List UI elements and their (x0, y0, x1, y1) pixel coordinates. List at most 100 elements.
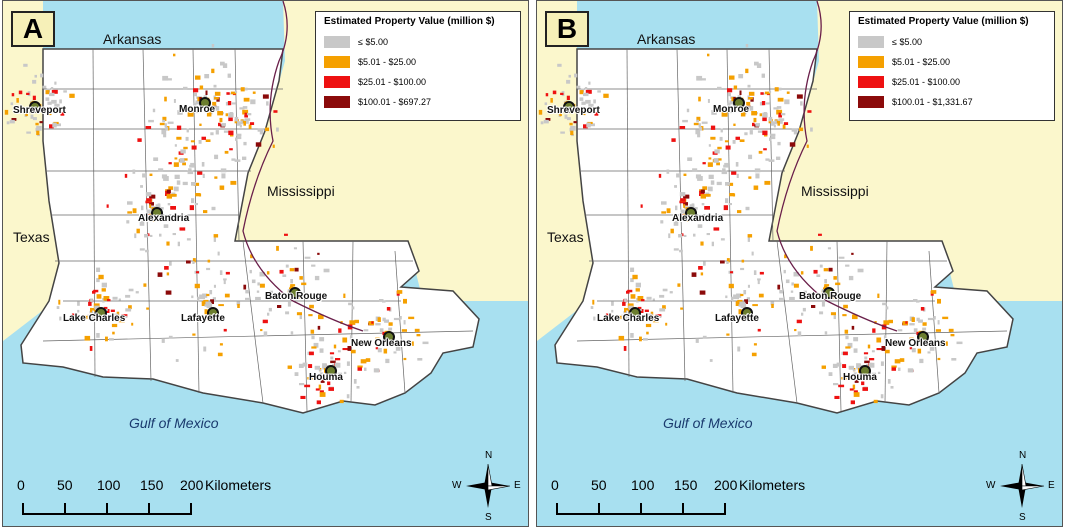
mississippi-river (242, 1, 364, 332)
scale-line (22, 513, 190, 515)
scale-tick-label: 200 (714, 477, 738, 493)
legend-title: Estimated Property Value (million $) (324, 16, 495, 27)
state-label-arkansas: Arkansas (103, 31, 162, 47)
city-label: Shreveport (13, 105, 66, 116)
city-marker (733, 97, 745, 109)
city-label: Alexandria (672, 213, 724, 224)
scale-tick-label: 200 (180, 477, 204, 493)
city-label: Lake Charles (63, 313, 126, 324)
scale-tick-label: 150 (140, 477, 164, 493)
city-marker (289, 287, 301, 299)
scale-tick (190, 503, 192, 515)
legend: Estimated Property Value (million $) ≤ $5… (315, 11, 521, 121)
city-marker (383, 331, 395, 343)
scale-tick (148, 503, 150, 515)
legend-label: $5.01 - $25.00 (892, 57, 951, 67)
state-label-texas: Texas (13, 229, 50, 245)
scale-tick-label: 0 (551, 477, 559, 493)
city-marker (325, 365, 337, 377)
louisiana-outline (20, 48, 480, 414)
compass-n: N (1019, 450, 1027, 461)
compass-w: W (986, 480, 996, 491)
legend-swatch (858, 36, 884, 48)
compass-n: N (485, 450, 493, 461)
scale-tick (556, 503, 558, 515)
legend-label: $100.01 - $697.27 (358, 97, 432, 107)
scale-tick (640, 503, 642, 515)
scale-tick-label: 50 (57, 477, 73, 493)
legend: Estimated Property Value (million $) ≤ $5… (849, 11, 1055, 121)
scale-tick (106, 503, 108, 515)
legend-item: $5.01 - $25.00 (324, 52, 512, 72)
panel-letter: A (11, 11, 55, 47)
compass-e: E (514, 480, 521, 491)
scale-tick (64, 503, 66, 515)
legend-label: ≤ $5.00 (358, 37, 388, 47)
scale-tick (22, 503, 24, 515)
city-marker (685, 207, 697, 219)
city-marker (741, 307, 753, 319)
legend-item: ≤ $5.00 (858, 32, 1046, 52)
compass-s: S (485, 512, 492, 523)
legend-swatch (324, 96, 350, 108)
legend-label: $25.01 - $100.00 (358, 77, 427, 87)
gulf-of-mexico-label: Gulf of Mexico (663, 415, 753, 431)
scale-tick-label: 100 (631, 477, 655, 493)
compass-s: S (1019, 512, 1026, 523)
city-marker (95, 307, 107, 319)
city-label: Alexandria (138, 213, 190, 224)
compass-e: E (1048, 480, 1055, 491)
state-label-texas: Texas (547, 229, 584, 245)
legend-item: $25.01 - $100.00 (324, 72, 512, 92)
city-marker (151, 207, 163, 219)
legend-label: ≤ $5.00 (892, 37, 922, 47)
legend-item: ≤ $5.00 (324, 32, 512, 52)
city-marker (29, 101, 41, 113)
parish-boundaries (576, 48, 1008, 412)
scale-tick-label: 50 (591, 477, 607, 493)
state-label-mississippi: Mississippi (267, 183, 335, 199)
legend-item: $25.01 - $100.00 (858, 72, 1046, 92)
map-panel-b: B Estimated Property Value (million $) ≤ $… (536, 0, 1063, 527)
city-marker (859, 365, 871, 377)
scale-tick-label: 100 (97, 477, 121, 493)
legend-swatch (858, 76, 884, 88)
scale-bar: 0 50 100 150 200 Kilometers (551, 477, 851, 523)
scale-bar: 0 50 100 150 200 Kilometers (17, 477, 317, 523)
legend-swatch (324, 56, 350, 68)
city-marker (823, 287, 835, 299)
mississippi-river (776, 1, 898, 332)
gulf-of-mexico-label: Gulf of Mexico (129, 415, 219, 431)
city-label: Baton Rouge (265, 291, 328, 302)
legend-label: $100.01 - $1,331.67 (892, 97, 973, 107)
compass-rose-icon: N S E W (986, 450, 1055, 523)
state-label-mississippi: Mississippi (801, 183, 869, 199)
city-label: Lafayette (715, 313, 759, 324)
city-label: Houma (843, 372, 877, 383)
city-marker (207, 307, 219, 319)
louisiana-outline (554, 48, 1014, 414)
city-label: Lafayette (181, 313, 225, 324)
city-marker (629, 307, 641, 319)
map-panel-a: A Estimated Property Value (million $) ≤ $… (2, 0, 529, 527)
scale-tick-label: 150 (674, 477, 698, 493)
scale-tick (598, 503, 600, 515)
city-label: Shreveport (547, 105, 600, 116)
compass-w: W (452, 480, 462, 491)
scale-line (556, 513, 724, 515)
city-label: New Orleans (351, 338, 412, 349)
city-marker (917, 331, 929, 343)
scale-unit: Kilometers (739, 477, 806, 493)
city-label: Houma (309, 372, 343, 383)
city-marker (199, 97, 211, 109)
legend-label: $5.01 - $25.00 (358, 57, 417, 67)
city-label: Lake Charles (597, 313, 660, 324)
legend-swatch (858, 56, 884, 68)
legend-title: Estimated Property Value (million $) (858, 16, 1029, 27)
city-label: Monroe (179, 104, 216, 115)
legend-swatch (858, 96, 884, 108)
legend-swatch (324, 76, 350, 88)
panel-letter: B (545, 11, 589, 47)
city-marker (563, 101, 575, 113)
city-label: Monroe (713, 104, 750, 115)
